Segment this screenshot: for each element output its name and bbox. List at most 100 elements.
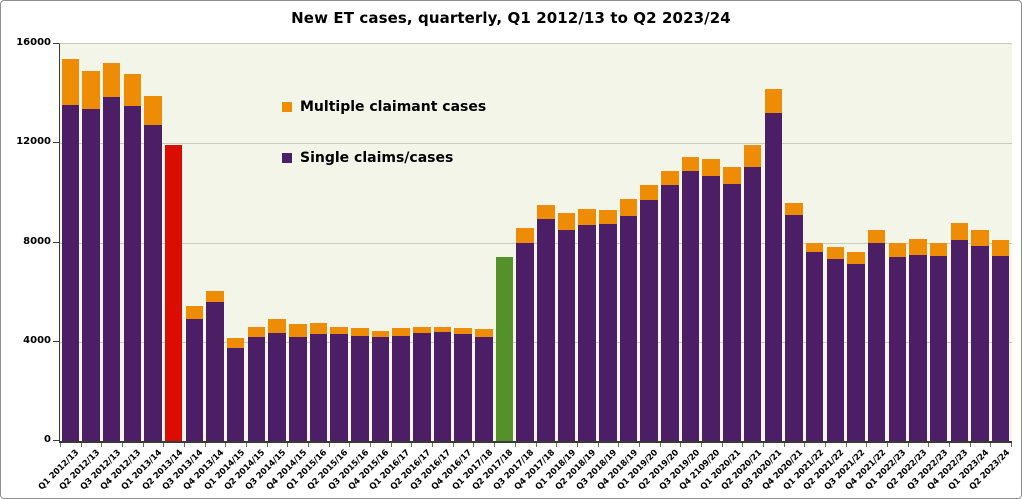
x-tick-mark — [866, 443, 868, 447]
bar-q3-2015-16 — [351, 328, 369, 441]
bar-q3-2013-14 — [185, 305, 204, 441]
x-tick-mark — [308, 443, 310, 447]
segment-single — [805, 252, 824, 441]
bar-q4-2013-14 — [206, 290, 224, 441]
x-tick-mark — [370, 443, 372, 447]
bar-q4-2109-20 — [702, 159, 720, 441]
x-tick-mark — [804, 443, 806, 447]
segment-multiple — [475, 329, 493, 337]
bar-q1-2016-17 — [392, 328, 410, 441]
segment-single — [764, 113, 782, 441]
segment-single — [888, 257, 907, 441]
x-tick-mark — [432, 443, 434, 447]
bar-q1-2021-22 — [805, 242, 824, 441]
segment-multiple — [971, 230, 989, 247]
segment-multiple — [309, 323, 328, 335]
segment-single — [144, 124, 162, 441]
bar-q3-2020-21 — [764, 88, 782, 441]
segment-multiple — [991, 240, 1010, 257]
bar-q4-2017-18 — [537, 205, 555, 441]
segment-multiple — [805, 242, 824, 253]
x-tick-mark — [783, 443, 785, 447]
segment-multiple — [268, 319, 286, 334]
segment-multiple — [640, 185, 658, 201]
bar-q3-2018-19 — [599, 210, 617, 441]
segment-single — [268, 333, 286, 441]
gridline-4000 — [60, 341, 1012, 343]
x-tick-mark — [80, 443, 82, 447]
bar-q1-2022-23 — [888, 242, 907, 441]
x-tick-mark — [742, 443, 744, 447]
x-tick-mark — [1011, 443, 1012, 447]
bar-q1-2020-21 — [723, 166, 741, 441]
bar-q2-2012-13 — [82, 71, 100, 441]
segment-multiple — [847, 252, 865, 264]
x-tick-mark — [845, 443, 847, 447]
segment-single — [661, 185, 679, 441]
segment-single — [681, 170, 700, 441]
x-tick-mark — [287, 443, 289, 447]
segment-single — [226, 347, 245, 441]
x-tick-mark — [597, 443, 599, 447]
y-tick-label-4000: 4000 — [23, 334, 51, 346]
segment-single — [123, 106, 142, 441]
y-tick-label-12000: 12000 — [16, 136, 51, 148]
segment-multiple — [888, 242, 907, 258]
segment-single — [82, 108, 100, 441]
segment-single — [475, 336, 493, 441]
bar-q1-2018-19 — [557, 212, 576, 441]
bar-q1-2015-16 — [309, 323, 328, 441]
bar-q3-2017-18 — [516, 227, 534, 441]
bar-q3-2021-22 — [847, 252, 865, 441]
segment-single — [619, 216, 638, 441]
segment-single — [785, 215, 803, 441]
x-tick-mark — [411, 443, 413, 447]
x-tick-mark — [618, 443, 620, 447]
segment-single — [950, 240, 969, 441]
segment-multiple — [185, 305, 204, 320]
x-tick-mark — [556, 443, 558, 447]
segment-multiple — [537, 205, 555, 219]
segment-multiple — [578, 209, 596, 226]
bar-q2-2016-17 — [413, 326, 431, 441]
segment-multiple — [826, 247, 845, 259]
bar-q4-2021-22 — [867, 230, 886, 441]
bar-q2-2023-24 — [991, 240, 1010, 441]
x-tick-mark — [824, 443, 826, 447]
bar-q1-2014-15 — [226, 338, 245, 441]
bar-q4-2015-16 — [371, 330, 390, 441]
x-tick-mark — [700, 443, 702, 447]
x-tick-mark — [576, 443, 578, 447]
x-tick-mark — [535, 443, 537, 447]
segment-multiple — [144, 96, 162, 125]
bar-q1-2017-18 — [475, 329, 493, 441]
segment-single — [413, 333, 431, 441]
segment-single — [371, 336, 390, 441]
segment-multiple — [206, 290, 224, 303]
x-tick-mark — [948, 443, 950, 447]
segment-single — [909, 254, 927, 441]
segment-single — [702, 175, 720, 441]
bar-q2-2013-14 — [164, 144, 183, 441]
segment-multiple — [785, 202, 803, 216]
x-tick-mark — [328, 443, 330, 447]
segment-multiple — [289, 324, 307, 337]
segment-multiple — [619, 199, 638, 217]
bar-q2-2018-19 — [578, 209, 596, 441]
bar-q2-2020-21 — [743, 144, 762, 441]
segment-single — [351, 335, 369, 441]
segment-single — [743, 166, 762, 441]
x-tick-mark — [680, 443, 682, 447]
legend-item-multiple: Multiple claimant cases — [282, 99, 486, 115]
x-tick-mark — [494, 443, 496, 447]
x-tick-mark — [928, 443, 930, 447]
segment-single — [599, 223, 617, 441]
y-tick-mark — [53, 43, 59, 44]
segment-single — [392, 335, 410, 441]
plot-area — [59, 43, 1012, 443]
segment-single — [929, 256, 948, 441]
x-tick-mark — [721, 443, 723, 447]
segment-single — [61, 104, 80, 441]
y-tick-label-16000: 16000 — [16, 37, 51, 48]
bar-q3-2019-20 — [681, 156, 700, 441]
